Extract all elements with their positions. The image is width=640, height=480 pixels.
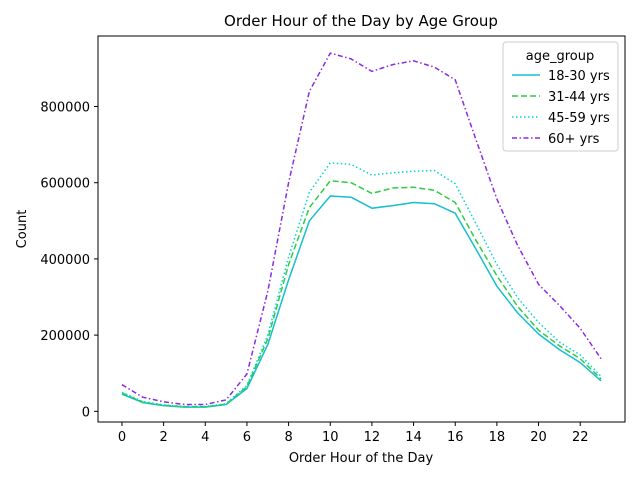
x-tick-label: 20	[530, 430, 547, 445]
y-tick-label: 800000	[40, 100, 90, 115]
x-tick-label: 8	[284, 430, 292, 445]
y-axis-title: Count	[15, 210, 30, 249]
series-line	[121, 52, 602, 406]
legend-label: 18-30 yrs	[548, 69, 610, 84]
legend-label: 45-59 yrs	[548, 111, 610, 126]
y-tick-label: 0	[82, 405, 90, 420]
x-tick-label: 18	[489, 430, 506, 445]
series-line	[121, 180, 602, 408]
x-tick-label: 10	[322, 430, 339, 445]
series-line	[121, 162, 602, 408]
x-tick-label: 16	[447, 430, 464, 445]
plot-frame	[97, 35, 626, 423]
legend-label: 60+ yrs	[548, 132, 600, 147]
x-tick-label: 2	[159, 430, 167, 445]
x-tick-label: 12	[364, 430, 381, 445]
x-tick-label: 14	[405, 430, 422, 445]
y-tick-label: 600000	[40, 177, 90, 192]
legend-box	[502, 41, 619, 152]
chart-title: Order Hour of the Day by Age Group	[224, 12, 498, 30]
x-tick-label: 0	[118, 430, 126, 445]
legend: age_group 18-30 yrs 31-44 yrs 45-59 yrs 60+…	[502, 41, 619, 152]
x-axis-title: Order Hour of the Day	[289, 451, 434, 466]
y-tick-label: 400000	[40, 253, 90, 268]
x-tick-label: 6	[243, 430, 251, 445]
x-tick-label: 22	[572, 430, 589, 445]
legend-label: 31-44 yrs	[548, 90, 610, 105]
x-tick-label: 4	[201, 430, 209, 445]
legend-title: age_group	[526, 49, 594, 64]
y-tick-label: 200000	[40, 329, 90, 344]
